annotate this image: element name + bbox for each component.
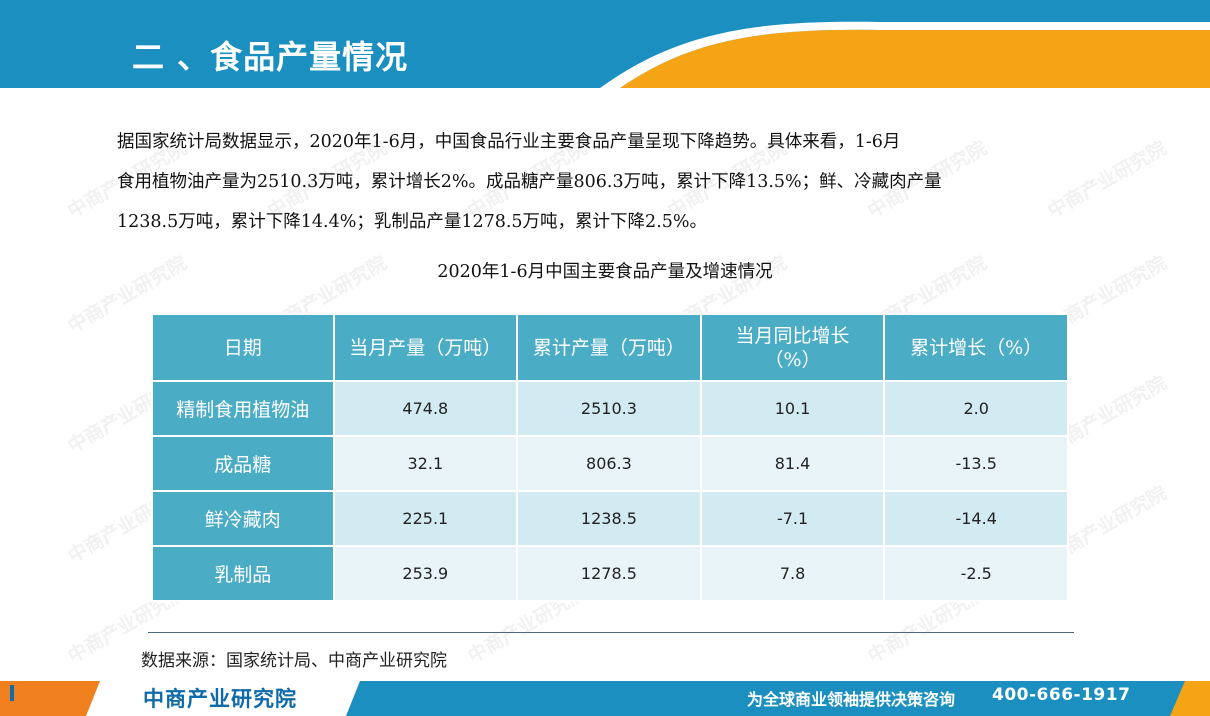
footer-band: 中商产业研究院 为全球商业领袖提供决策咨询 400-666-1917 — [0, 681, 1210, 716]
column-header-cumulative-growth: 累计增长（%） — [883, 313, 1069, 382]
cell-cumulative: 2510.3 — [516, 380, 702, 437]
table-row: 鲜冷藏肉 225.1 1238.5 -7.1 -14.4 — [151, 490, 1069, 547]
column-header-monthly-output: 当月产量（万吨） — [332, 313, 519, 382]
table-header-row: 日期 当月产量（万吨） 累计产量（万吨） 当月同比增长 （%） 累计增长（%） — [151, 313, 1069, 382]
cell-monthly: 225.1 — [332, 490, 519, 547]
cell-monthly-yoy: 10.1 — [699, 380, 886, 437]
food-production-table: 日期 当月产量（万吨） 累计产量（万吨） 当月同比增长 （%） 累计增长（%） … — [151, 313, 1069, 602]
cell-cumulative-growth: -2.5 — [883, 545, 1069, 602]
intro-paragraph: 据国家统计局数据显示，2020年1-6月，中国食品行业主要食品产量呈现下降趋势。… — [117, 122, 1077, 242]
paragraph-line-2: 食用植物油产量为2510.3万吨，累计增长2%。成品糖产量806.3万吨，累计下… — [117, 172, 942, 192]
brand-logo-icon — [0, 681, 24, 705]
page-title: 二 、食品产量情况 — [132, 38, 409, 76]
header-background — [0, 0, 1210, 88]
row-label: 成品糖 — [151, 435, 335, 492]
cell-cumulative: 1238.5 — [516, 490, 702, 547]
row-label: 乳制品 — [151, 545, 335, 602]
table-row: 成品糖 32.1 806.3 81.4 -13.5 — [151, 435, 1069, 492]
cell-cumulative-growth: 2.0 — [883, 380, 1069, 437]
divider — [148, 632, 1074, 633]
table-row: 乳制品 253.9 1278.5 7.8 -2.5 — [151, 545, 1069, 602]
brand-name: 中商产业研究院 — [143, 687, 297, 711]
table-title: 2020年1-6月中国主要食品产量及增速情况 — [437, 262, 773, 282]
cell-cumulative: 806.3 — [516, 435, 702, 492]
cell-cumulative-growth: -13.5 — [883, 435, 1069, 492]
cell-cumulative-growth: -14.4 — [883, 490, 1069, 547]
column-header-monthly-yoy: 当月同比增长 （%） — [699, 313, 886, 382]
cell-monthly-yoy: 81.4 — [699, 435, 886, 492]
row-label: 鲜冷藏肉 — [151, 490, 335, 547]
footer-phone: 400-666-1917 — [992, 685, 1131, 705]
footer-background — [0, 681, 1210, 716]
cell-monthly: 474.8 — [332, 380, 519, 437]
cell-cumulative: 1278.5 — [516, 545, 702, 602]
header-band: 二 、食品产量情况 — [0, 0, 1210, 88]
table-row: 精制食用植物油 474.8 2510.3 10.1 2.0 — [151, 380, 1069, 437]
cell-monthly-yoy: -7.1 — [699, 490, 886, 547]
paragraph-line-3: 1238.5万吨，累计下降14.4%；乳制品产量1278.5万吨，累计下降2.5… — [117, 212, 708, 232]
row-label: 精制食用植物油 — [151, 380, 335, 437]
column-header-monthly-yoy-line2: （%） — [764, 348, 821, 371]
cell-monthly: 253.9 — [332, 545, 519, 602]
paragraph-line-1: 据国家统计局数据显示，2020年1-6月，中国食品行业主要食品产量呈现下降趋势。… — [117, 132, 901, 152]
column-header-date: 日期 — [151, 313, 335, 382]
cell-monthly: 32.1 — [332, 435, 519, 492]
column-header-cumulative-output: 累计产量（万吨） — [516, 313, 702, 382]
cell-monthly-yoy: 7.8 — [699, 545, 886, 602]
data-source-note: 数据来源：国家统计局、中商产业研究院 — [141, 651, 447, 671]
column-header-monthly-yoy-line1: 当月同比增长 — [735, 324, 850, 347]
footer-slogan: 为全球商业领袖提供决策咨询 — [747, 690, 956, 709]
